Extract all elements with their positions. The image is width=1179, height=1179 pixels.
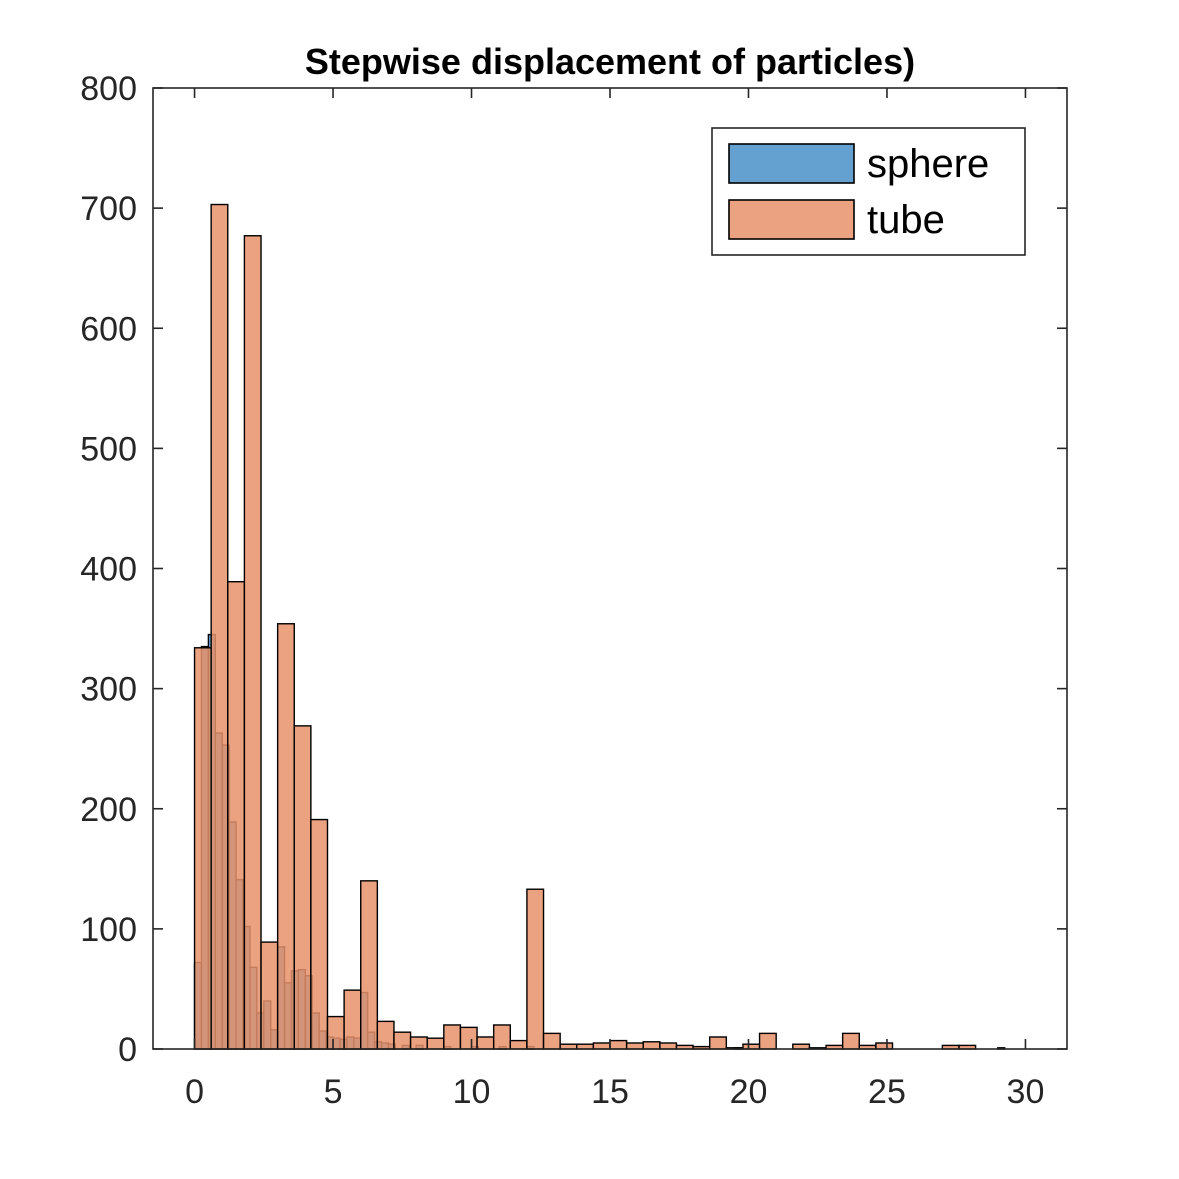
tube-bar: [326, 1015, 345, 1050]
tube-bar: [492, 1024, 511, 1050]
legend-swatch-sphere: [728, 143, 855, 184]
tube-bar: [227, 581, 246, 1050]
tube-bar: [443, 1024, 462, 1050]
tube-bar: [542, 1032, 561, 1050]
x-tick-label: 0: [185, 1073, 204, 1111]
tube-bar: [509, 1039, 528, 1050]
tube-bar: [393, 1031, 412, 1050]
x-tick-label: 5: [324, 1073, 343, 1111]
tube-bar: [193, 647, 212, 1050]
y-tick-label: 400: [80, 551, 137, 589]
tube-bar: [709, 1036, 728, 1050]
y-tick-label: 0: [118, 1031, 137, 1069]
y-tick-label: 600: [80, 310, 137, 348]
tube-bar: [426, 1037, 445, 1050]
tube-bar: [526, 888, 545, 1050]
x-tick-label: 25: [868, 1073, 906, 1111]
tube-bar: [276, 623, 295, 1050]
tube-bar: [243, 235, 262, 1050]
x-tick-label: 30: [1007, 1073, 1045, 1111]
tube-bar: [642, 1041, 661, 1050]
series-tube: [193, 203, 977, 1050]
y-tick-label: 800: [80, 70, 137, 108]
tube-bar: [310, 818, 329, 1050]
y-tick-label: 300: [80, 671, 137, 709]
tube-bar: [758, 1032, 777, 1050]
legend-label-tube: tube: [867, 198, 945, 242]
legend: sphere tube: [711, 127, 1026, 256]
tube-bar: [210, 203, 229, 1050]
tube-bar: [343, 989, 362, 1050]
tube-bar: [376, 1020, 395, 1050]
tube-bar: [592, 1042, 611, 1050]
legend-swatch-tube: [728, 199, 855, 240]
tube-bar: [409, 1036, 428, 1050]
tube-bar: [625, 1042, 644, 1050]
chart-title: Stepwise displacement of particles): [305, 41, 915, 82]
tube-bar: [293, 725, 312, 1050]
x-tick-label: 10: [453, 1073, 491, 1111]
tube-bar: [260, 941, 279, 1050]
tube-bar: [360, 880, 379, 1050]
y-tick-label: 200: [80, 791, 137, 829]
y-tick-label: 700: [80, 190, 137, 228]
x-tick-label: 15: [591, 1073, 629, 1111]
tube-bar: [609, 1039, 628, 1050]
y-tick-label: 100: [80, 911, 137, 949]
tube-bar: [841, 1032, 860, 1050]
tube-bar: [476, 1036, 495, 1050]
y-tick-label: 500: [80, 430, 137, 468]
tube-bar: [459, 1026, 478, 1050]
x-tick-label: 20: [730, 1073, 768, 1111]
tube-bar: [875, 1042, 894, 1050]
legend-label-sphere: sphere: [867, 142, 989, 186]
tube-bar: [659, 1042, 678, 1050]
